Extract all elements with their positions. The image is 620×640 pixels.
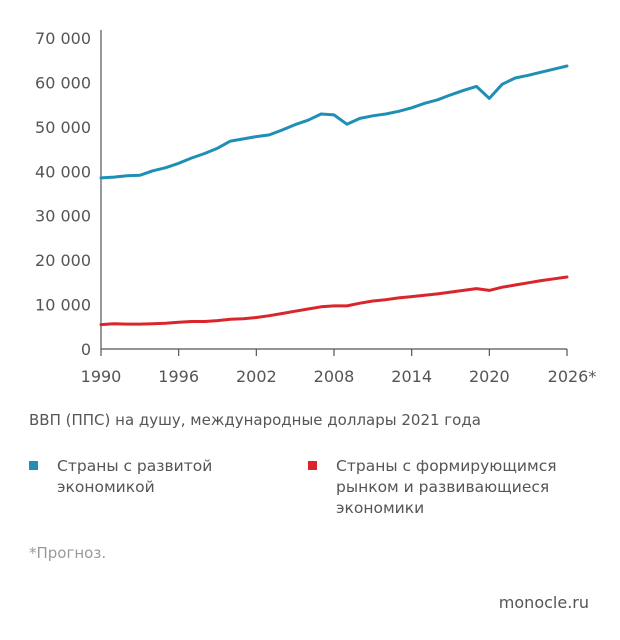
series-line-developed [99, 64, 569, 180]
legend-swatch-developed [29, 461, 38, 470]
legend-item-developed: Страны с развитой экономикой [29, 456, 269, 498]
x-tick-label: 2026* [548, 367, 597, 386]
x-tick-label: 1990 [81, 367, 122, 386]
legend-label-developed: Страны с развитой экономикой [57, 457, 213, 496]
y-tick-label: 30 000 [35, 207, 91, 226]
legend-swatch-emerging [308, 461, 317, 470]
y-tick-label: 70 000 [35, 29, 91, 48]
x-axis-tick-labels: 1990 1996 2002 2008 2014 2020 2026* [81, 367, 597, 386]
x-tick-label: 2002 [236, 367, 277, 386]
x-tick-label: 2014 [391, 367, 432, 386]
legend-label-emerging: Страны с формирующимся рынком и развиваю… [336, 457, 557, 517]
y-tick-label: 10 000 [35, 296, 91, 315]
chart-axes [100, 30, 568, 356]
source-label: monocle.ru [498, 593, 589, 612]
chart-caption: ВВП (ППС) на душу, международные доллары… [29, 411, 481, 429]
y-tick-label: 40 000 [35, 162, 91, 181]
legend-item-emerging: Страны с формирующимся рынком и развиваю… [308, 456, 598, 519]
y-tick-label: 50 000 [35, 118, 91, 137]
y-tick-label: 20 000 [35, 251, 91, 270]
y-axis-tick-labels: 0 10 000 20 000 30 000 40 000 50 000 60 000 70 … [35, 29, 91, 359]
x-tick-label: 1996 [158, 367, 199, 386]
x-tick-label: 2020 [469, 367, 510, 386]
y-tick-label: 60 000 [35, 73, 91, 92]
y-tick-label: 0 [81, 340, 91, 359]
series-lines [99, 64, 569, 327]
gdp-line-chart: 0 10 000 20 000 30 000 40 000 50 000 60 000 70 … [35, 29, 597, 386]
forecast-footnote: *Прогноз. [29, 544, 107, 562]
series-line-emerging [99, 275, 569, 327]
x-tick-label: 2008 [314, 367, 355, 386]
